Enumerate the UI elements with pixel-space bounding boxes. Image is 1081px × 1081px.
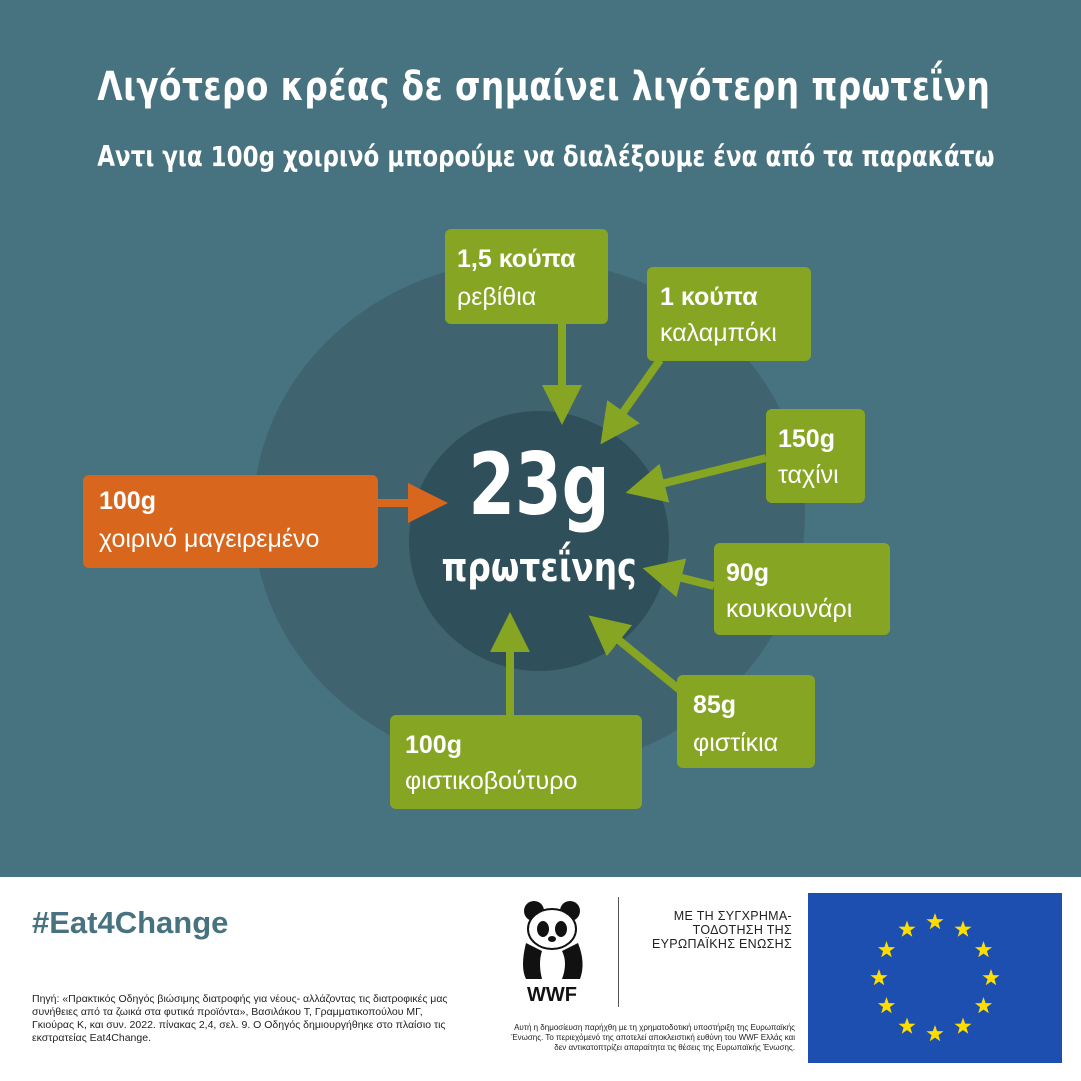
alternative-food: καλαμπόκι — [660, 319, 777, 347]
eu-star-icon — [974, 941, 993, 958]
alternative-quantity: 1,5 κούπα — [457, 245, 576, 273]
alternative-quantity: 100g — [405, 731, 462, 759]
infographic-panel: Λιγότερο κρέας δε σημαίνει λιγότερη πρωτ… — [0, 0, 1081, 877]
pork-quantity: 100g — [99, 487, 156, 515]
eu-stars — [870, 913, 1000, 1042]
eu-disclaimer: Αυτή η δημοσίευση παρήχθη με τη χρηματοδ… — [511, 1023, 795, 1052]
arrow-corn — [600, 357, 664, 445]
eu-star-icon — [926, 1025, 944, 1042]
eu-star-icon — [954, 1017, 972, 1034]
alternative-food: κουκουνάρι — [726, 595, 853, 623]
protein-label: πρωτεΐνης — [441, 545, 637, 591]
logo-divider — [618, 897, 619, 1007]
alternative-quantity: 90g — [726, 559, 770, 587]
eu-star-icon — [870, 969, 888, 986]
eu-star-icon — [982, 969, 1000, 986]
page-title: Λιγότερο κρέας δε σημαίνει λιγότερη πρωτ… — [97, 64, 991, 110]
eu-star-icon — [898, 1017, 916, 1034]
arrow-peanuts — [588, 615, 683, 694]
alternative-food: φιστίκια — [693, 729, 779, 757]
hashtag: #Eat4Change — [32, 905, 229, 940]
eu-star-icon — [974, 997, 993, 1014]
eu-star-icon — [877, 997, 896, 1014]
alternative-box-peanuts: 85g φιστίκια — [677, 675, 815, 768]
wwf-panda-logo: WWF — [523, 901, 583, 1006]
pork-box: 100g χοιρινό μαγειρεμένο — [83, 475, 378, 568]
eu-star-icon — [954, 920, 972, 937]
arrows — [378, 324, 767, 715]
pork-food: χοιρινό μαγειρεμένο — [99, 525, 320, 553]
alternative-box-chickpeas: 1,5 κούπα ρεβίθια — [445, 229, 608, 324]
protein-amount: 23g — [468, 435, 610, 535]
cofunding-statement: ΜΕ ΤΗ ΣΥΓΧΡΗΜΑ-ΤΟΔΟΤΗΣΗ ΤΗΣ ΕΥΡΩΠΑΪΚΗΣ Ε… — [651, 909, 792, 951]
alternative-quantity: 1 κούπα — [660, 283, 758, 311]
alternative-quantity: 85g — [693, 691, 737, 719]
alternative-box-peanut-butter: 100g φιστικοβούτυρο — [390, 715, 642, 809]
source-citation: Πηγή: «Πρακτικός Οδηγός βιώσιμης διατροφ… — [32, 993, 448, 1044]
eu-star-icon — [877, 941, 896, 958]
page-subtitle: Αντι για 100g χοιρινό μπορούμε να διαλέξ… — [97, 140, 995, 173]
alternative-box-corn: 1 κούπα καλαμπόκι — [647, 267, 811, 361]
alternative-food: ταχίνι — [778, 461, 839, 489]
arrow-pine-nuts — [642, 558, 715, 598]
eu-star-icon — [898, 920, 916, 937]
alternative-box-pine-nuts: 90g κουκουνάρι — [714, 543, 890, 635]
alternative-food: ρεβίθια — [457, 283, 537, 311]
arrow-tahini — [625, 454, 767, 503]
alternative-box-tahini: 150g ταχίνι — [766, 409, 865, 503]
alternative-food: φιστικοβούτυρο — [405, 767, 578, 795]
eu-flag — [808, 893, 1062, 1063]
eu-star-icon — [926, 913, 944, 930]
wwf-wordmark: WWF — [527, 984, 577, 1006]
alternative-quantity: 150g — [778, 425, 835, 453]
footer: #Eat4Change Πηγή: «Πρακτικός Οδηγός βιώσ… — [0, 877, 1081, 1081]
